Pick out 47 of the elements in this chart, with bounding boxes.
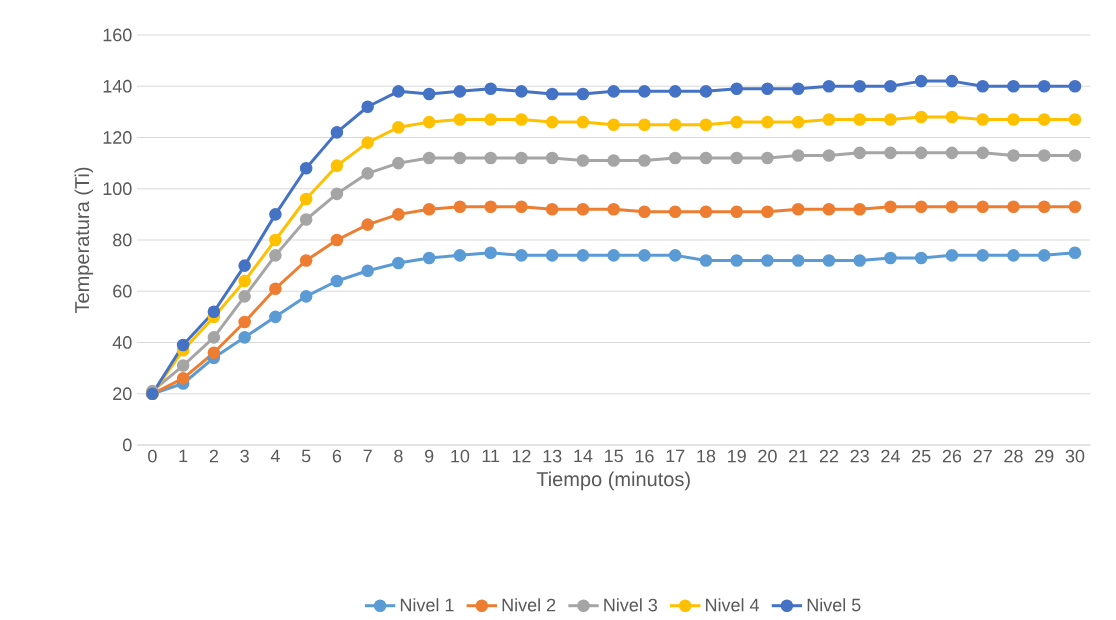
- x-tick-label: 16: [635, 449, 654, 463]
- x-tick-label: 6: [332, 449, 342, 463]
- legend-label: Nivel 2: [502, 598, 556, 612]
- y-tick-label: 100: [103, 182, 132, 196]
- y-tick-label: 160: [103, 28, 132, 42]
- x-tick-label: 11: [482, 449, 500, 463]
- y-axis-title: Temperatura (Ti): [74, 167, 94, 314]
- y-tick-label: 40: [112, 336, 132, 349]
- y-tick-label: 80: [113, 233, 132, 247]
- legend-label: Nivel 4: [706, 598, 760, 612]
- x-tick-label: 15: [605, 449, 623, 463]
- legend-label: Nivel 1: [400, 598, 454, 612]
- x-tick-label: 21: [789, 449, 808, 463]
- x-tick-label: 27: [973, 449, 992, 463]
- x-axis-title: Tiempo (minutos): [536, 471, 690, 491]
- x-tick-label: 22: [819, 449, 839, 463]
- x-tick-label: 30: [1065, 449, 1085, 463]
- x-tick-label: 3: [240, 449, 249, 463]
- x-tick-label: 28: [1004, 449, 1023, 463]
- x-tick-label: 13: [543, 449, 562, 463]
- x-tick-label: 7: [363, 449, 372, 463]
- y-tick-label: 120: [103, 131, 132, 144]
- x-tick-label: 26: [942, 449, 962, 463]
- x-tick-label: 0: [148, 449, 157, 463]
- x-tick-label: 24: [881, 449, 900, 463]
- x-tick-label: 29: [1035, 449, 1054, 463]
- x-tick-label: 20: [758, 449, 777, 463]
- legend-label: Nivel 5: [807, 598, 861, 612]
- x-tick-label: 8: [394, 449, 403, 463]
- y-tick-label: 0: [123, 438, 132, 452]
- x-tick-label: 14: [574, 449, 593, 463]
- x-tick-label: 18: [697, 449, 716, 463]
- x-tick-label: 9: [424, 449, 434, 463]
- x-tick-label: 19: [728, 449, 746, 463]
- legend-label: Nivel 3: [604, 598, 658, 612]
- y-tick-label: 60: [113, 284, 132, 298]
- x-tick-label: 10: [451, 449, 470, 463]
- x-tick-label: 25: [912, 449, 931, 463]
- x-tick-label: 5: [301, 449, 311, 463]
- y-tick-label: 140: [103, 79, 132, 93]
- x-tick-label: 2: [209, 449, 218, 463]
- x-tick-label: 4: [270, 449, 280, 463]
- x-tick-label: 23: [850, 449, 869, 463]
- x-tick-label: 1: [179, 449, 188, 463]
- x-tick-label: 12: [512, 449, 531, 463]
- x-tick-label: 17: [666, 449, 685, 463]
- y-tick-label: 20: [113, 387, 132, 401]
